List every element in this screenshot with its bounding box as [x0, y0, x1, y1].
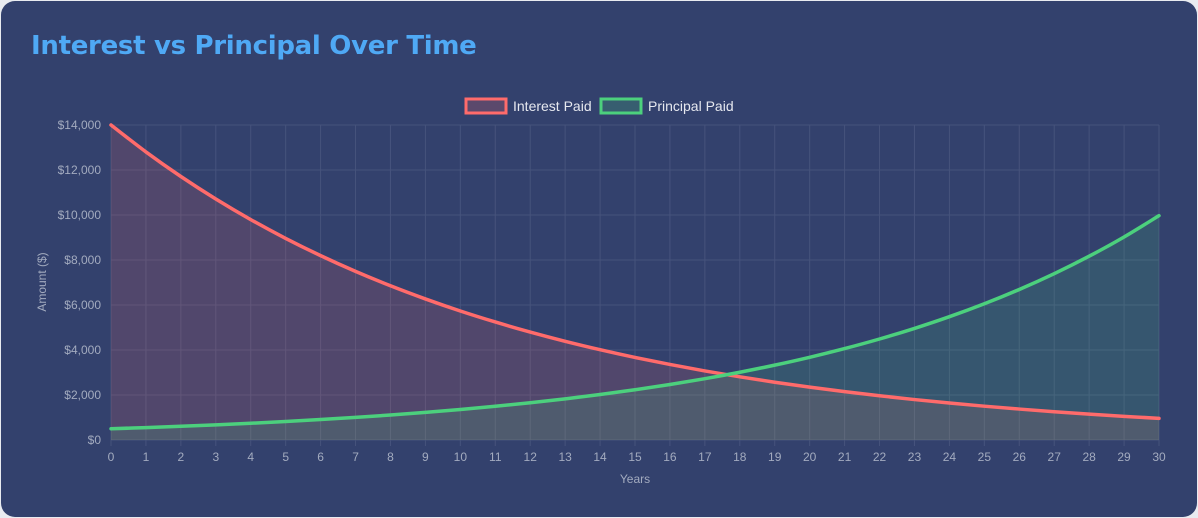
- y-tick-label: $8,000: [64, 253, 101, 267]
- x-tick-label: 11: [489, 450, 502, 464]
- x-tick-label: 8: [387, 450, 394, 464]
- y-tick-label: $2,000: [64, 388, 101, 402]
- x-tick-label: 10: [454, 450, 468, 464]
- x-tick-label: 27: [1048, 450, 1062, 464]
- area-fills: [111, 125, 1159, 440]
- x-tick-label: 15: [628, 450, 642, 464]
- x-tick-label: 20: [803, 450, 817, 464]
- x-tick-label: 12: [524, 450, 538, 464]
- y-tick-label: $12,000: [58, 163, 102, 177]
- x-tick-label: 26: [1013, 450, 1027, 464]
- x-tick-label: 3: [212, 450, 219, 464]
- x-tick-label: 23: [908, 450, 922, 464]
- x-tick-label: 2: [178, 450, 185, 464]
- y-axis-title: Amount ($): [35, 252, 49, 311]
- x-tick-label: 30: [1152, 450, 1166, 464]
- x-tick-label: 7: [352, 450, 359, 464]
- x-tick-label: 17: [698, 450, 712, 464]
- chart-title: Interest vs Principal Over Time: [31, 31, 477, 61]
- grid-lines: [110, 124, 1160, 446]
- x-tick-label: 6: [317, 450, 324, 464]
- x-tick-label: 16: [663, 450, 677, 464]
- x-tick-label: 13: [558, 450, 572, 464]
- x-tick-label: 9: [422, 450, 429, 464]
- x-tick-label: 4: [247, 450, 254, 464]
- x-tick-label: 14: [593, 450, 607, 464]
- y-tick-label: $10,000: [58, 208, 102, 222]
- series-line-principal[interactable]: [109, 213, 1161, 431]
- y-tick-label: $4,000: [64, 343, 101, 357]
- legend-item-interest[interactable]: Interest Paid: [464, 97, 592, 115]
- area-fill-principal: [111, 215, 1159, 440]
- x-tick-label: 21: [838, 450, 852, 464]
- legend: Interest Paid Principal Paid: [464, 97, 734, 115]
- x-tick-label: 28: [1082, 450, 1096, 464]
- legend-swatch-principal: [599, 97, 643, 115]
- y-tick-label: $14,000: [58, 118, 102, 132]
- x-tick-label: 1: [143, 450, 150, 464]
- area-fill-interest: [111, 125, 1159, 440]
- x-tick-label: 24: [943, 450, 957, 464]
- x-axis: 0 1 2 3 4 5 6 7 8 9 10 11 12 13 14 15 16 17 18 19 20 21 22 23 24…: [108, 450, 1166, 464]
- y-tick-label: $6,000: [64, 298, 101, 312]
- x-tick-label: 0: [108, 450, 115, 464]
- series-line-interest[interactable]: [109, 123, 1161, 421]
- x-axis-title: Years: [620, 472, 650, 486]
- x-tick-label: 25: [978, 450, 992, 464]
- x-tick-label: 29: [1117, 450, 1131, 464]
- y-tick-label: $0: [88, 433, 102, 447]
- x-tick-label: 5: [282, 450, 289, 464]
- series-lines: [109, 123, 1161, 431]
- legend-label-principal: Principal Paid: [648, 98, 734, 114]
- x-tick-label: 22: [873, 450, 887, 464]
- legend-item-principal[interactable]: Principal Paid: [599, 97, 734, 115]
- y-axis: $0 $2,000 $4,000 $6,000 $8,000 $10,000 $12,000…: [58, 118, 102, 447]
- x-tick-label: 18: [733, 450, 747, 464]
- legend-label-interest: Interest Paid: [513, 98, 592, 114]
- x-tick-label: 19: [768, 450, 782, 464]
- legend-swatch-interest: [464, 97, 508, 115]
